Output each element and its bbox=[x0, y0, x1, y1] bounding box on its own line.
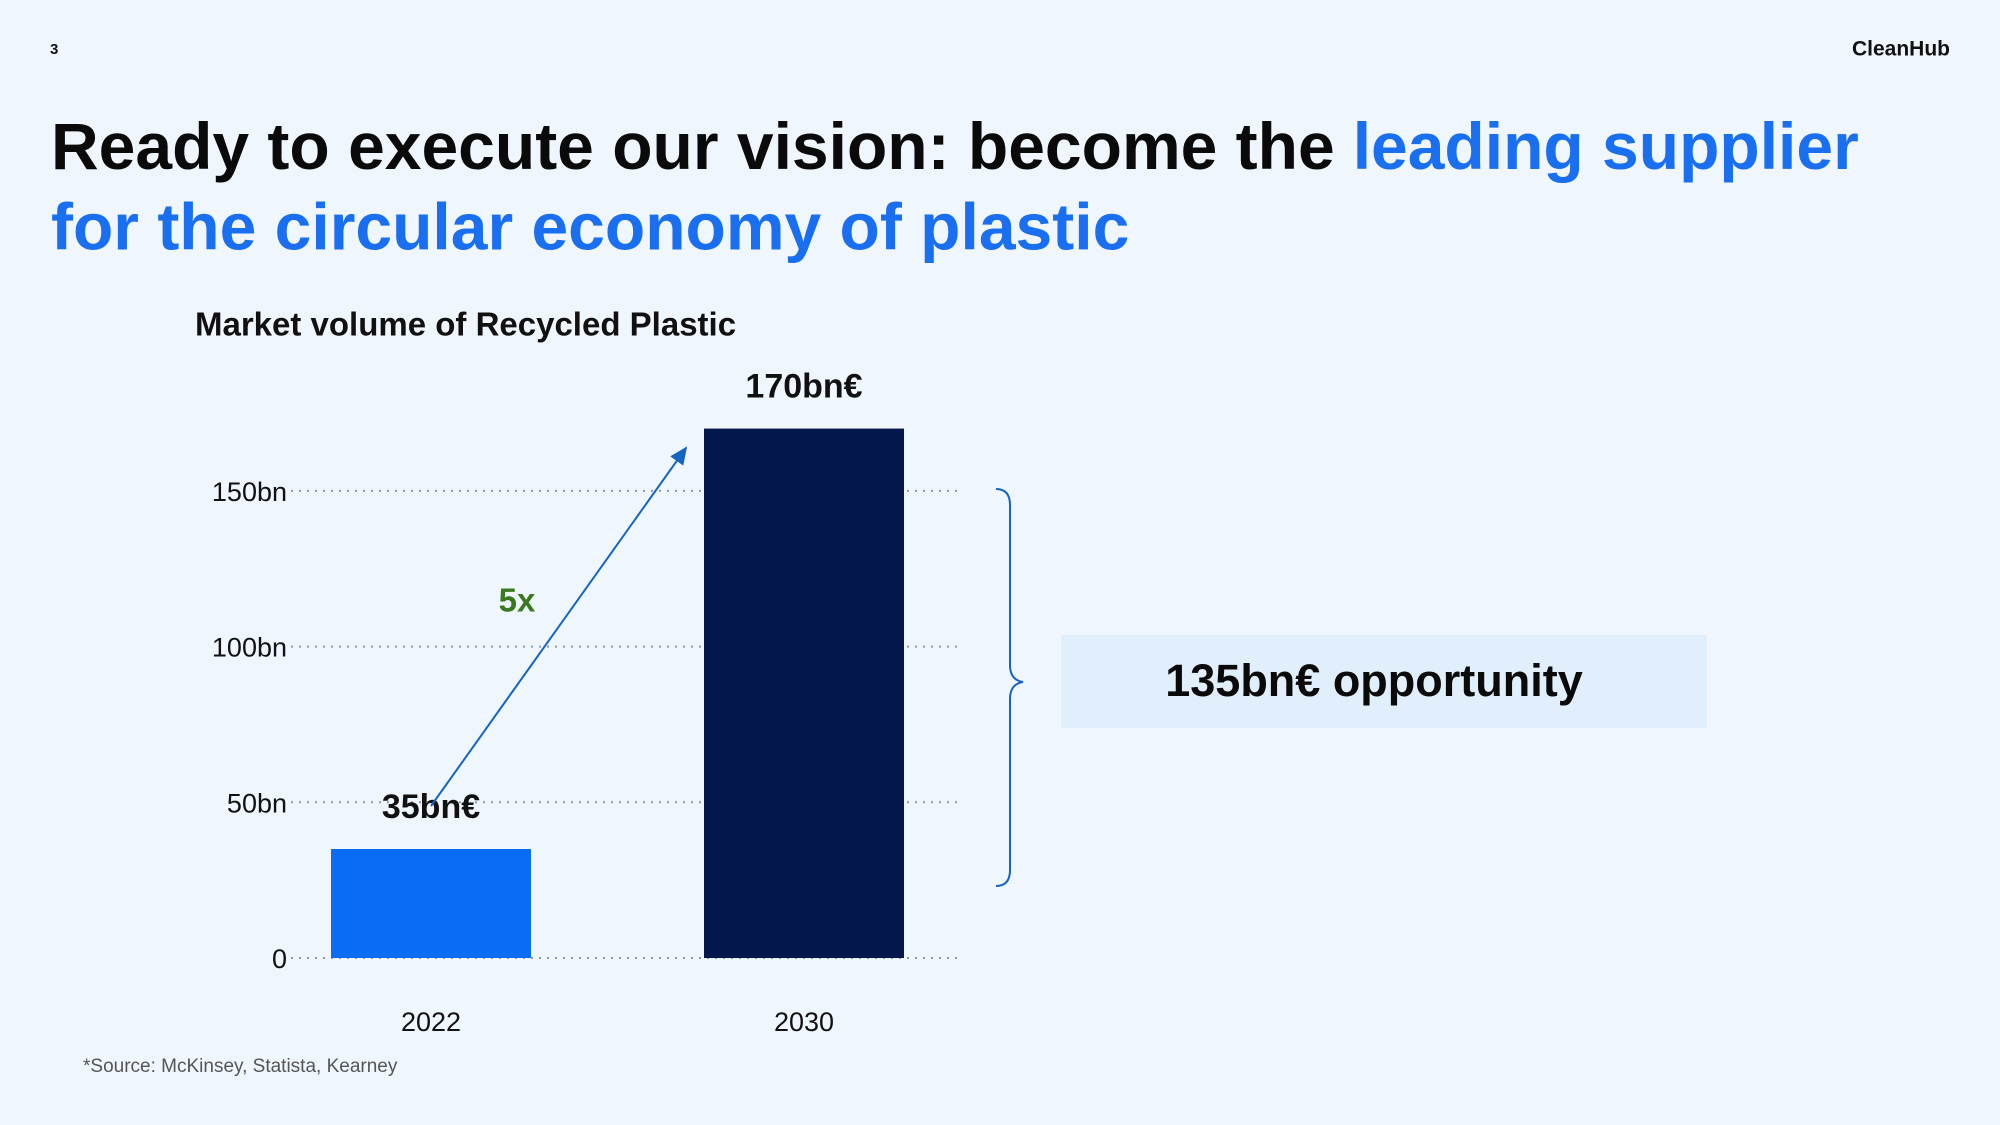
brace bbox=[995, 488, 1024, 887]
bar bbox=[704, 428, 904, 959]
title-highlight: leading supplier bbox=[1353, 109, 1859, 183]
y-tick-label: 50bn bbox=[227, 788, 287, 818]
opportunity-box bbox=[1061, 635, 1707, 728]
title-lead: Ready to execute our vision: become the bbox=[51, 109, 1335, 183]
brand: CleanHub bbox=[1852, 38, 1950, 61]
title-line: Ready to execute our vision: become the l… bbox=[51, 109, 1859, 183]
y-tick-label: 0 bbox=[272, 944, 287, 974]
y-tick-label: 100bn bbox=[212, 633, 287, 663]
value-label: 35bn€ bbox=[382, 788, 480, 826]
growth-arrow bbox=[430, 446, 688, 807]
plot: 0 50bn 100bn 150bn 2022 35bn€ 2030 170bn€ bbox=[212, 368, 960, 1037]
title-highlight: for the circular economy of plastic bbox=[51, 189, 1129, 263]
growth-label: 5x bbox=[499, 582, 536, 619]
opportunity-label: 135bn€ opportunity bbox=[1165, 655, 1583, 706]
bar bbox=[331, 849, 531, 958]
page-number: 3 bbox=[50, 41, 58, 58]
value-label: 170bn€ bbox=[745, 368, 862, 406]
y-tick-label: 150bn bbox=[212, 477, 287, 507]
footnote: *Source: McKinsey, Statista, Kearney bbox=[83, 1056, 398, 1077]
x-tick-label: 2022 bbox=[401, 1007, 461, 1037]
x-tick-label: 2030 bbox=[774, 1007, 834, 1037]
chart-title: Market volume of Recycled Plastic bbox=[195, 306, 736, 343]
